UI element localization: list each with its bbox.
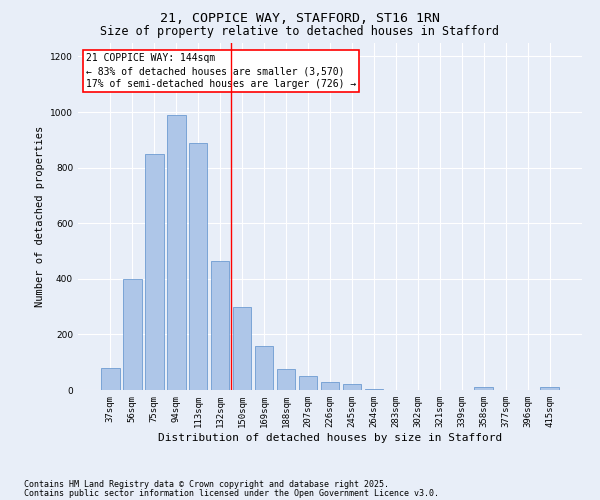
Text: 21 COPPICE WAY: 144sqm
← 83% of detached houses are smaller (3,570)
17% of semi-: 21 COPPICE WAY: 144sqm ← 83% of detached…: [86, 53, 356, 90]
Bar: [123, 279, 142, 390]
Y-axis label: Number of detached properties: Number of detached properties: [35, 126, 44, 307]
Bar: [167, 115, 185, 390]
X-axis label: Distribution of detached houses by size in Stafford: Distribution of detached houses by size …: [158, 432, 502, 442]
Bar: [101, 368, 119, 390]
Bar: [320, 382, 340, 390]
Bar: [475, 387, 493, 390]
Bar: [299, 376, 317, 390]
Text: Contains public sector information licensed under the Open Government Licence v3: Contains public sector information licen…: [24, 488, 439, 498]
Bar: [365, 388, 383, 390]
Text: 21, COPPICE WAY, STAFFORD, ST16 1RN: 21, COPPICE WAY, STAFFORD, ST16 1RN: [160, 12, 440, 26]
Bar: [233, 306, 251, 390]
Bar: [145, 154, 164, 390]
Bar: [343, 384, 361, 390]
Text: Contains HM Land Registry data © Crown copyright and database right 2025.: Contains HM Land Registry data © Crown c…: [24, 480, 389, 489]
Bar: [541, 386, 559, 390]
Bar: [211, 260, 229, 390]
Text: Size of property relative to detached houses in Stafford: Size of property relative to detached ho…: [101, 25, 499, 38]
Bar: [189, 142, 208, 390]
Bar: [255, 346, 274, 390]
Bar: [277, 369, 295, 390]
